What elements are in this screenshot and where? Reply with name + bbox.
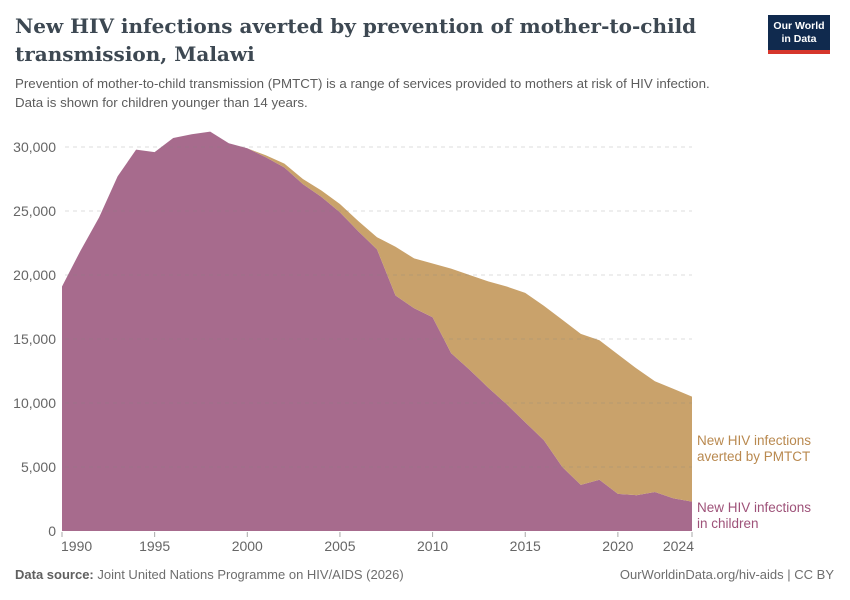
series-label-averted-line-2: averted by PMTCT xyxy=(697,449,811,465)
data-source-note: Data source: Joint United Nations Progra… xyxy=(15,567,404,582)
series-label-averted: New HIV infections averted by PMTCT xyxy=(697,433,811,465)
credit-link[interactable]: OurWorldinData.org/hiv-aids | CC BY xyxy=(620,567,834,582)
x-tick-label-2010: 2010 xyxy=(417,538,448,554)
x-tick-label-2020: 2020 xyxy=(602,538,633,554)
x-tick-label-2000: 2000 xyxy=(232,538,263,554)
x-tick-label-1995: 1995 xyxy=(139,538,170,554)
series-label-children: New HIV infections in children xyxy=(697,500,811,532)
series-label-children-line-2: in children xyxy=(697,516,811,532)
series-label-averted-line-1: New HIV infections xyxy=(697,433,811,449)
series-label-children-line-1: New HIV infections xyxy=(697,500,811,516)
x-tick-label-1990: 1990 xyxy=(61,538,92,554)
x-tick-label-2024: 2024 xyxy=(663,538,694,554)
y-tick-label-15000: 15,000 xyxy=(13,331,56,347)
data-source-label: Data source: xyxy=(15,567,94,582)
y-tick-label-0: 0 xyxy=(48,523,56,539)
y-tick-label-25000: 25,000 xyxy=(13,203,56,219)
y-tick-label-20000: 20,000 xyxy=(13,267,56,283)
x-tick-label-2015: 2015 xyxy=(510,538,541,554)
data-source-text: Joint United Nations Programme on HIV/AI… xyxy=(94,567,404,582)
y-tick-label-30000: 30,000 xyxy=(13,139,56,155)
y-tick-label-10000: 10,000 xyxy=(13,395,56,411)
x-tick-label-2005: 2005 xyxy=(324,538,355,554)
y-tick-label-5000: 5,000 xyxy=(21,459,56,475)
